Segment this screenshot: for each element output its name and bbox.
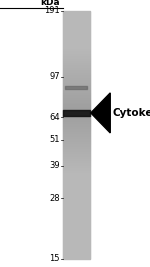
- Text: 51: 51: [50, 135, 60, 144]
- Text: 64: 64: [49, 113, 60, 122]
- Text: 97: 97: [49, 72, 60, 81]
- Text: Cytokeratin: Cytokeratin: [112, 108, 150, 118]
- Text: 15: 15: [50, 254, 60, 264]
- Text: 28: 28: [49, 194, 60, 203]
- Text: 191: 191: [44, 6, 60, 15]
- Text: kDa: kDa: [40, 0, 60, 7]
- Polygon shape: [91, 93, 110, 133]
- Text: 39: 39: [49, 161, 60, 170]
